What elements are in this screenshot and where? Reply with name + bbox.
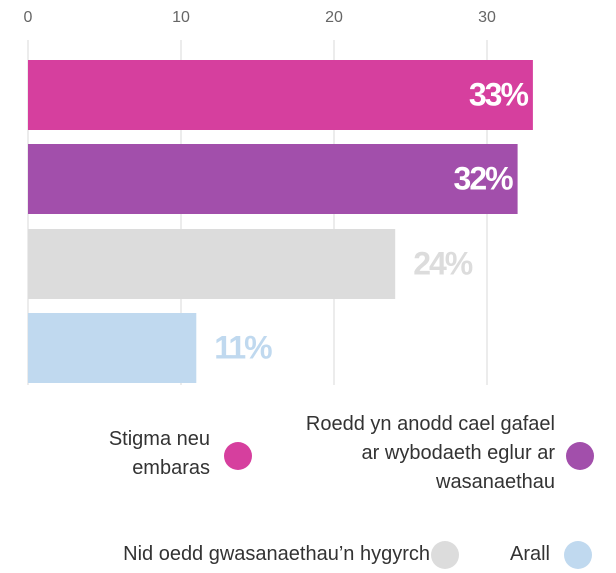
bar: [28, 313, 197, 383]
legend-label: Stigma neu embaras: [108, 428, 210, 479]
x-tick-label: 10: [172, 9, 190, 26]
legend-label: Nid oedd gwasanaethau’n hygyrch: [123, 543, 430, 565]
chart: 0 10 20 30 33% 32% 24% 11%: [24, 9, 533, 385]
bar: [28, 144, 518, 214]
legend-swatch: [224, 442, 252, 470]
legend-swatch: [566, 442, 594, 470]
bar: [28, 60, 533, 130]
bar: [28, 229, 396, 299]
x-tick-label: 0: [24, 9, 33, 26]
legend-swatch: [564, 541, 592, 569]
value-label: 32%: [454, 160, 514, 196]
x-tick-label: 30: [478, 9, 496, 26]
x-tick-label: 20: [325, 9, 343, 26]
legend-label: Arall: [509, 543, 550, 565]
value-label: 24%: [413, 245, 473, 281]
legend-swatch: [431, 541, 459, 569]
value-label: 33%: [469, 76, 529, 112]
value-label: 11%: [214, 329, 272, 365]
legend-label: Roedd yn anodd cael gafael ar wybodaeth …: [305, 413, 555, 493]
